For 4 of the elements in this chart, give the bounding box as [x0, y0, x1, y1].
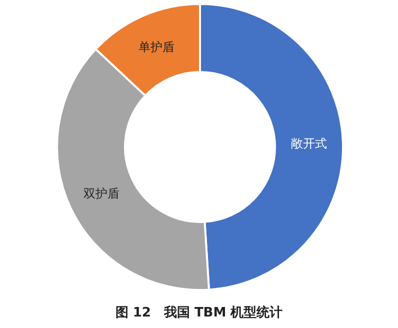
text: 图 12 我国 TBM 机型统计: [115, 304, 283, 320]
slice-label: 敞开式: [290, 136, 327, 151]
slice-label: 单护盾: [138, 40, 175, 54]
slice-label: 双护盾: [83, 186, 120, 200]
